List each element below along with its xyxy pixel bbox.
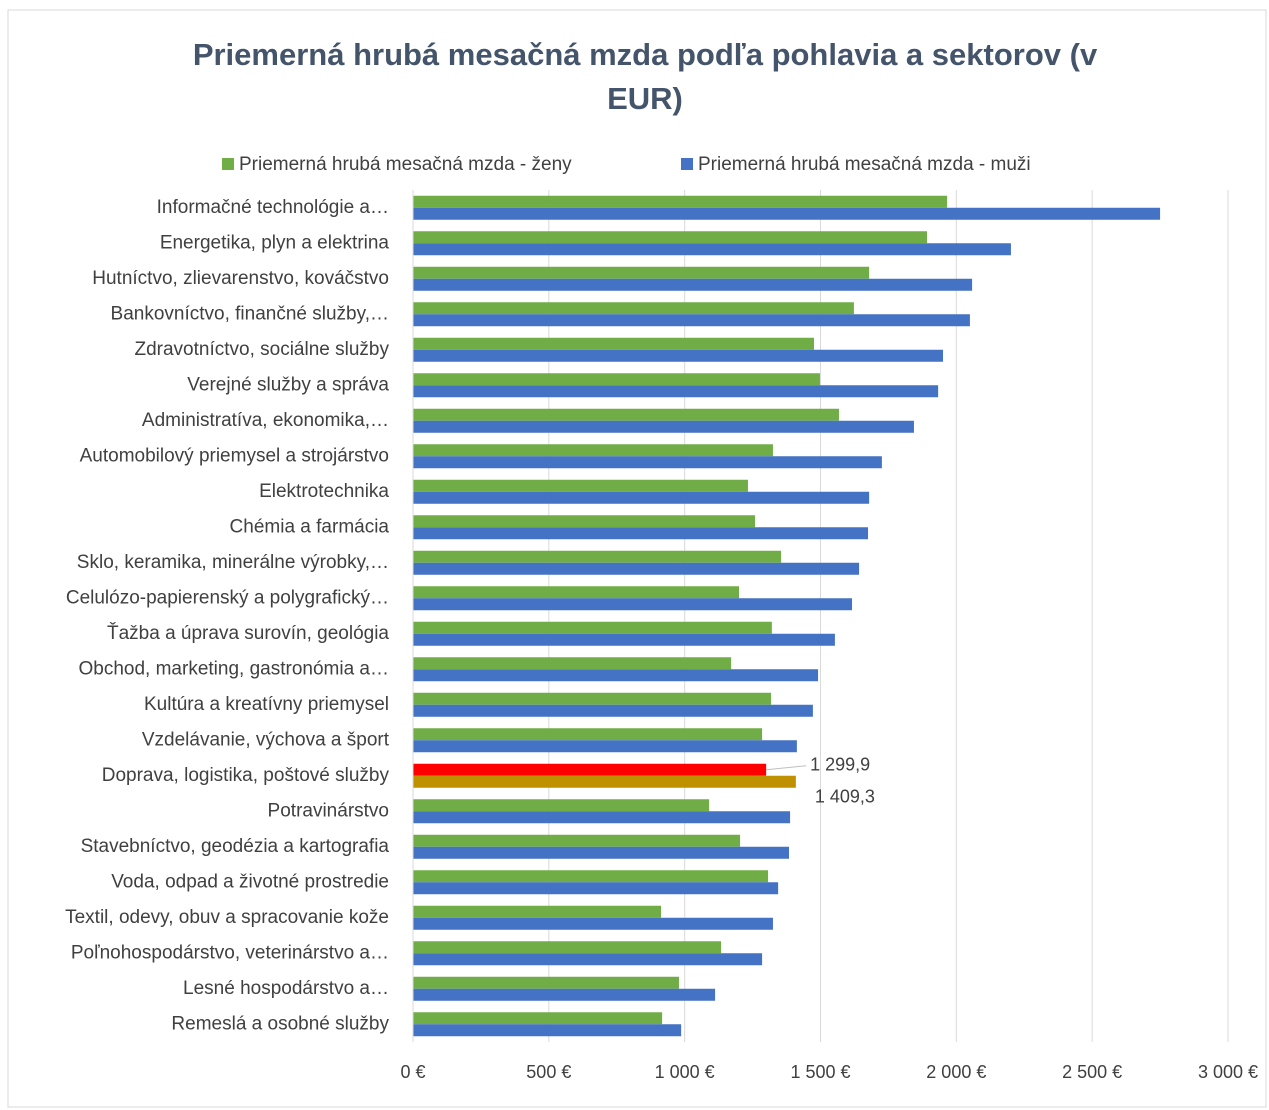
bar [413,408,839,421]
y-tick-label: Bankovníctvo, finančné služby,… [111,303,389,324]
bar [413,917,773,930]
bar [413,456,882,469]
x-tick-label: 2 000 € [926,1062,986,1082]
bar [413,657,732,670]
bar [413,527,869,540]
data-label: 1 409,3 [815,787,875,807]
y-tick-label: Doprava, logistika, poštové služby [102,765,390,786]
bar [413,704,813,717]
bar [413,207,1161,220]
bar [413,728,763,741]
y-tick-label: Verejné služby a správa [187,374,389,395]
y-tick-label: Chémia a farmácia [230,516,390,537]
bar [413,444,773,457]
y-tick-label: Ťažba a úprava surovín, geológia [107,622,389,644]
bar [413,302,854,315]
y-tick-label: Automobilový priemysel a strojárstvo [80,445,389,466]
y-tick-label: Stavebníctvo, geodézia a kartografia [81,836,390,857]
bar [413,976,679,989]
bar [413,479,748,492]
bar [413,515,756,528]
legend-label: Priemerná hrubá mesačná mzda - muži [698,154,1031,175]
bar [413,385,939,398]
x-tick-label: 1 500 € [790,1062,850,1082]
data-label: 1 299,9 [810,755,870,775]
x-tick-label: 2 500 € [1062,1062,1122,1082]
y-tick-label: Hutníctvo, zlievarenstvo, kováčstvo [92,268,389,289]
bar [413,550,782,563]
bar [413,1012,663,1025]
chart-title: Priemerná hrubá mesačná mzda podľa pohla… [193,37,1098,72]
legend-swatch [222,158,234,170]
bar [413,314,970,327]
bar [413,941,722,954]
bar [413,491,870,504]
y-tick-label: Textil, odevy, obuv a spracovanie kože [65,907,389,928]
bar [413,562,860,575]
y-tick-label: Zdravotníctvo, sociálne služby [134,339,389,360]
bar [413,243,1011,256]
bar [413,669,819,682]
bar [413,811,791,824]
y-tick-label: Voda, odpad a životné prostredie [111,871,389,892]
bar [413,846,789,859]
bar [413,586,739,599]
bar [413,266,870,279]
bar [413,905,662,918]
bar [413,882,779,895]
chart-title: EUR) [607,81,683,116]
bar [413,953,763,966]
x-tick-label: 3 000 € [1198,1062,1258,1082]
x-tick-label: 1 000 € [655,1062,715,1082]
bar [413,633,835,646]
bar [413,420,914,433]
bar [413,195,948,208]
y-tick-label: Energetika, plyn a elektrina [160,232,390,253]
bar [413,775,796,788]
bar [413,763,767,776]
x-tick-label: 500 € [526,1062,571,1082]
y-tick-label: Kultúra a kreatívny priemysel [144,694,389,715]
y-tick-label: Lesné hospodárstvo a… [183,978,389,999]
y-tick-label: Remeslá a osobné služby [171,1013,389,1034]
y-tick-label: Elektrotechnika [259,481,389,502]
y-tick-label: Poľnohospodárstvo, veterinárstvo a… [71,942,389,963]
y-tick-label: Administratíva, ekonomika,… [142,410,389,431]
bar [413,799,710,812]
bar [413,373,820,386]
bar [413,834,741,847]
bar [413,870,769,883]
bar [413,621,772,634]
legend-label: Priemerná hrubá mesačná mzda - ženy [239,154,572,175]
leader-line [766,765,807,771]
bar [413,278,973,291]
y-tick-label: Potravinárstvo [268,800,389,821]
x-tick-label: 0 € [400,1062,425,1082]
y-tick-label: Obchod, marketing, gastronómia a… [79,658,390,679]
bar [413,598,853,611]
y-tick-label: Informačné technológie a… [157,197,389,218]
bar [413,692,772,705]
bar [413,337,814,350]
bar [413,1024,682,1037]
y-tick-label: Vzdelávanie, výchova a šport [142,729,390,750]
bar [413,231,927,244]
y-tick-label: Celulózo-papierenský a polygrafický… [66,587,389,608]
bar [413,349,944,362]
bar [413,988,716,1001]
y-tick-label: Sklo, keramika, minerálne výrobky,… [77,552,389,573]
bar [413,740,797,753]
legend-swatch [681,158,693,170]
